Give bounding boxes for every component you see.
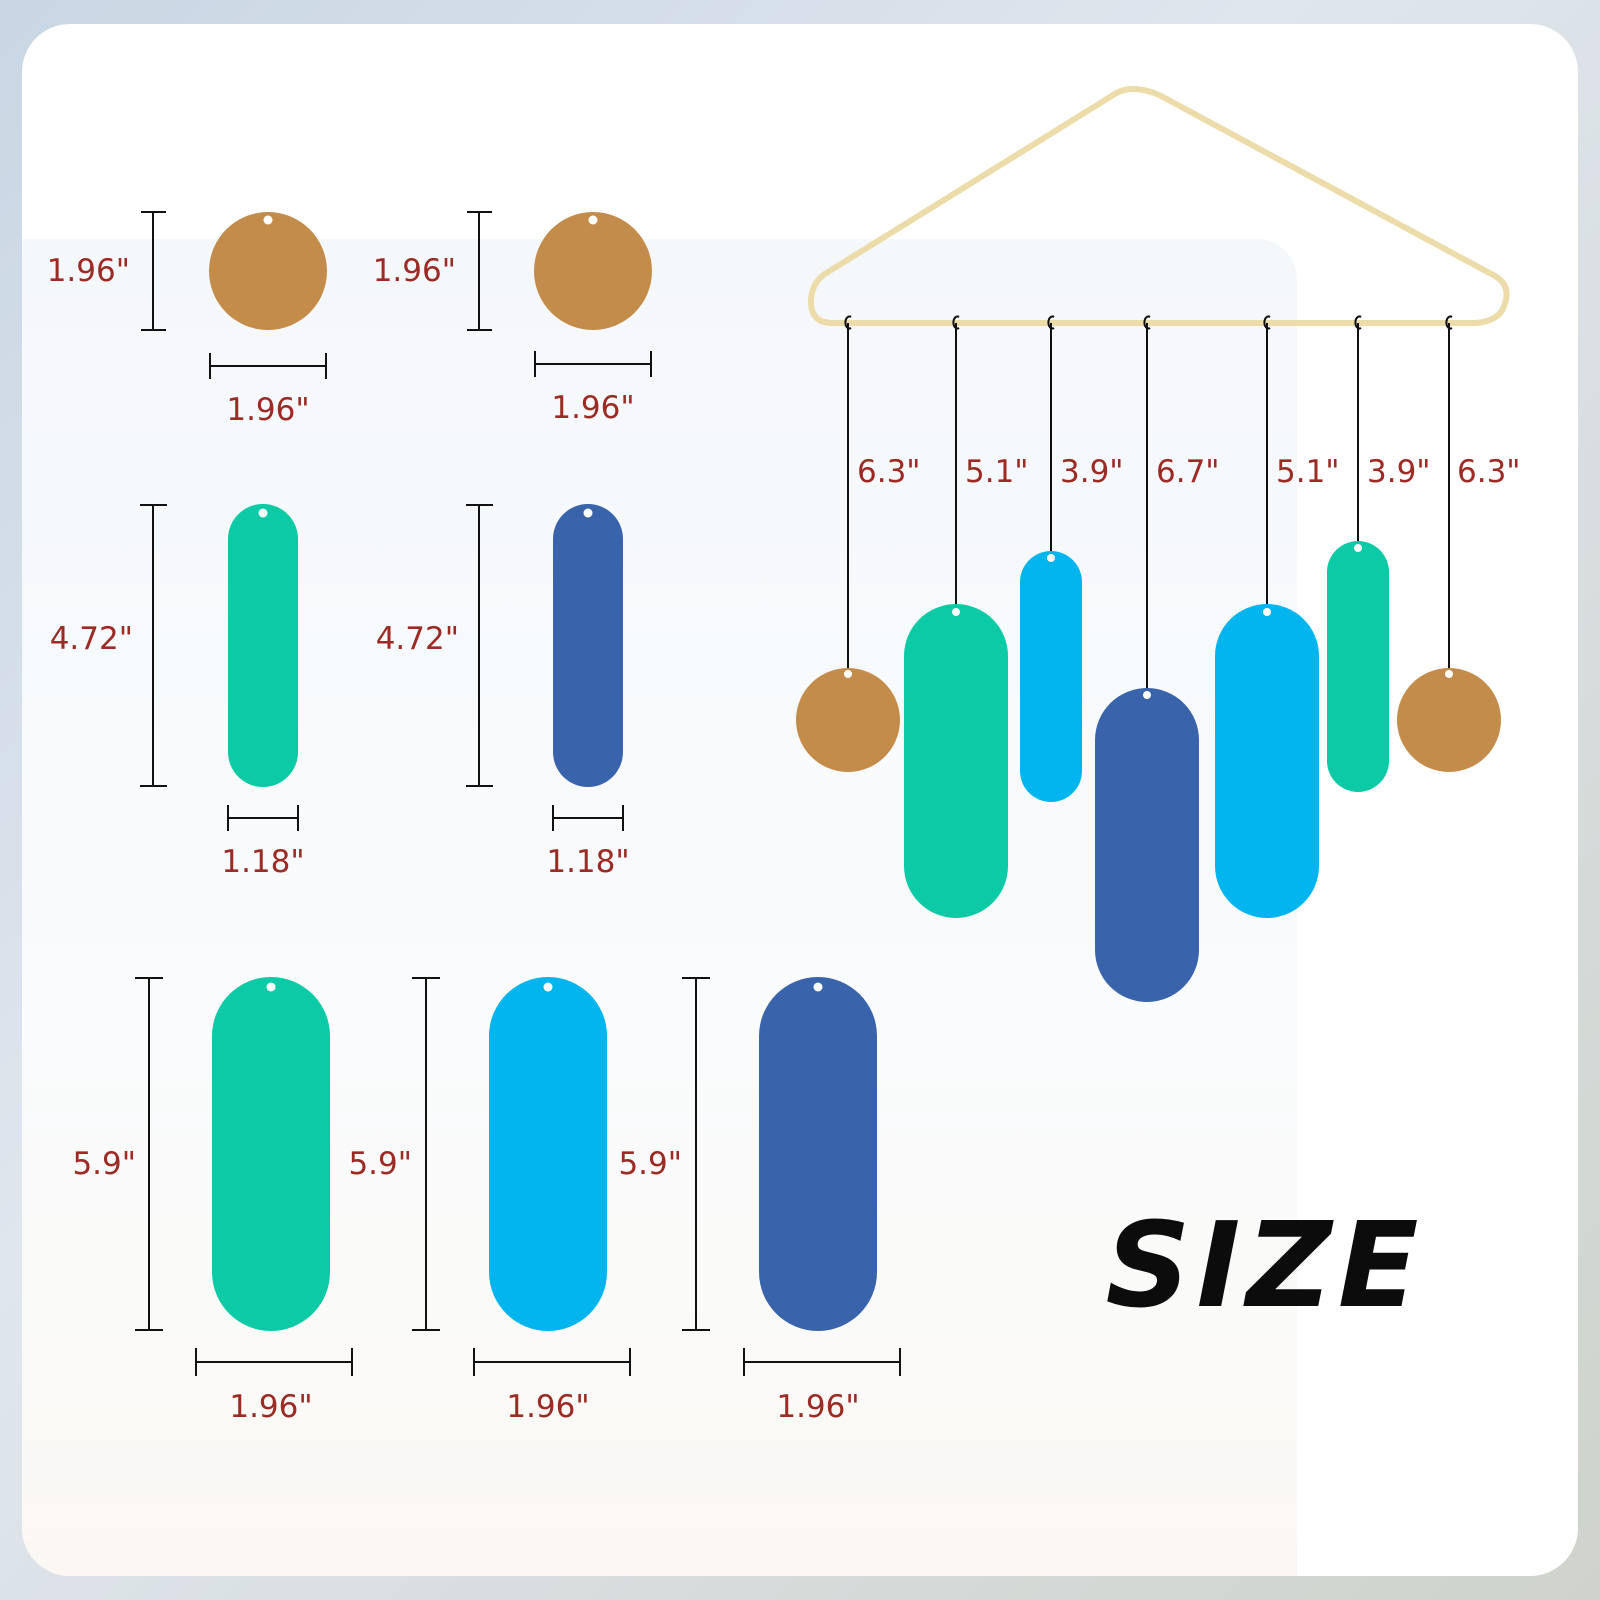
assembled-wind-chime: 6.3" 5.1" 3.9" 6.7" 5.1" 3.9" 6.3" [796, 86, 1521, 1002]
piece-large-sky: 5.9" 1.96" [348, 977, 631, 1425]
hang-hole [588, 215, 598, 225]
hang-hole [263, 215, 273, 225]
height-dimension-line [141, 211, 166, 331]
gold-circle-charm [796, 668, 900, 772]
height-label: 5.9" [72, 1146, 136, 1182]
height-label: 1.96" [47, 253, 130, 289]
piece-small-green: 4.72" 1.18" [50, 504, 305, 880]
sky-blue-bar-charm [1020, 551, 1082, 802]
height-label: 5.9" [618, 1146, 682, 1182]
width-label: 1.18" [221, 844, 304, 880]
hang-hole [258, 508, 268, 518]
charm-holes [844, 544, 1453, 699]
string-length-label: 3.9" [1367, 454, 1431, 490]
background-panel [22, 239, 1297, 1576]
piece-large-green: 5.9" 1.96" [72, 977, 353, 1425]
height-label: 1.96" [373, 253, 456, 289]
string-length-label: 6.3" [857, 454, 921, 490]
width-label: 1.18" [546, 844, 629, 880]
height-dimension-line [135, 977, 163, 1331]
green-bar-charm [228, 504, 298, 787]
sky-blue-bar-charm [489, 977, 607, 1331]
string-length-label: 3.9" [1060, 454, 1124, 490]
width-label: 1.96" [226, 392, 309, 428]
green-bar-charm [1327, 541, 1389, 792]
sky-blue-bar-charm [1215, 604, 1319, 918]
string-length-label: 6.7" [1156, 454, 1220, 490]
green-bar-charm [212, 977, 330, 1331]
hanging-strings [847, 323, 1450, 695]
height-dimension-line [682, 977, 710, 1331]
gold-circle-charm [534, 212, 652, 330]
height-dimension-line [467, 211, 492, 331]
piece-small-navy: 4.72" 1.18" [376, 504, 630, 880]
gold-circle-charm [1397, 668, 1501, 772]
hang-hole [813, 982, 823, 992]
hang-hole [266, 982, 276, 992]
navy-bar-charm [553, 504, 623, 787]
piece-circle-2: 1.96" 1.96" [373, 211, 652, 426]
height-dimension-line [412, 977, 440, 1331]
hang-hole [543, 982, 553, 992]
string-length-label: 6.3" [1457, 454, 1521, 490]
width-label: 1.96" [776, 1389, 859, 1425]
height-dimension-line [466, 504, 493, 787]
gold-circle-charm [209, 212, 327, 330]
navy-bar-charm [759, 977, 877, 1331]
width-dimension-line [534, 351, 652, 377]
string-length-label: 5.1" [965, 454, 1029, 490]
size-title: SIZE [1105, 1196, 1424, 1334]
height-label: 4.72" [376, 621, 459, 657]
string-length-label: 5.1" [1276, 454, 1340, 490]
width-dimension-line [209, 353, 327, 379]
hang-hole [583, 508, 593, 518]
width-dimension-line [473, 1348, 631, 1376]
width-dimension-line [227, 805, 299, 831]
width-label: 1.96" [229, 1389, 312, 1425]
width-dimension-line [552, 805, 624, 831]
piece-circle-1: 1.96" 1.96" [47, 211, 327, 428]
height-label: 5.9" [348, 1146, 412, 1182]
piece-large-navy: 5.9" 1.96" [618, 977, 901, 1425]
width-label: 1.96" [551, 390, 634, 426]
height-dimension-line [140, 504, 167, 787]
navy-bar-charm [1095, 688, 1199, 1002]
height-label: 4.72" [50, 621, 133, 657]
width-label: 1.96" [506, 1389, 589, 1425]
string-hooks [844, 315, 1453, 330]
width-dimension-line [195, 1348, 353, 1376]
green-bar-charm [904, 604, 1008, 918]
gold-hanger-frame [807, 86, 1510, 326]
width-dimension-line [743, 1348, 901, 1376]
